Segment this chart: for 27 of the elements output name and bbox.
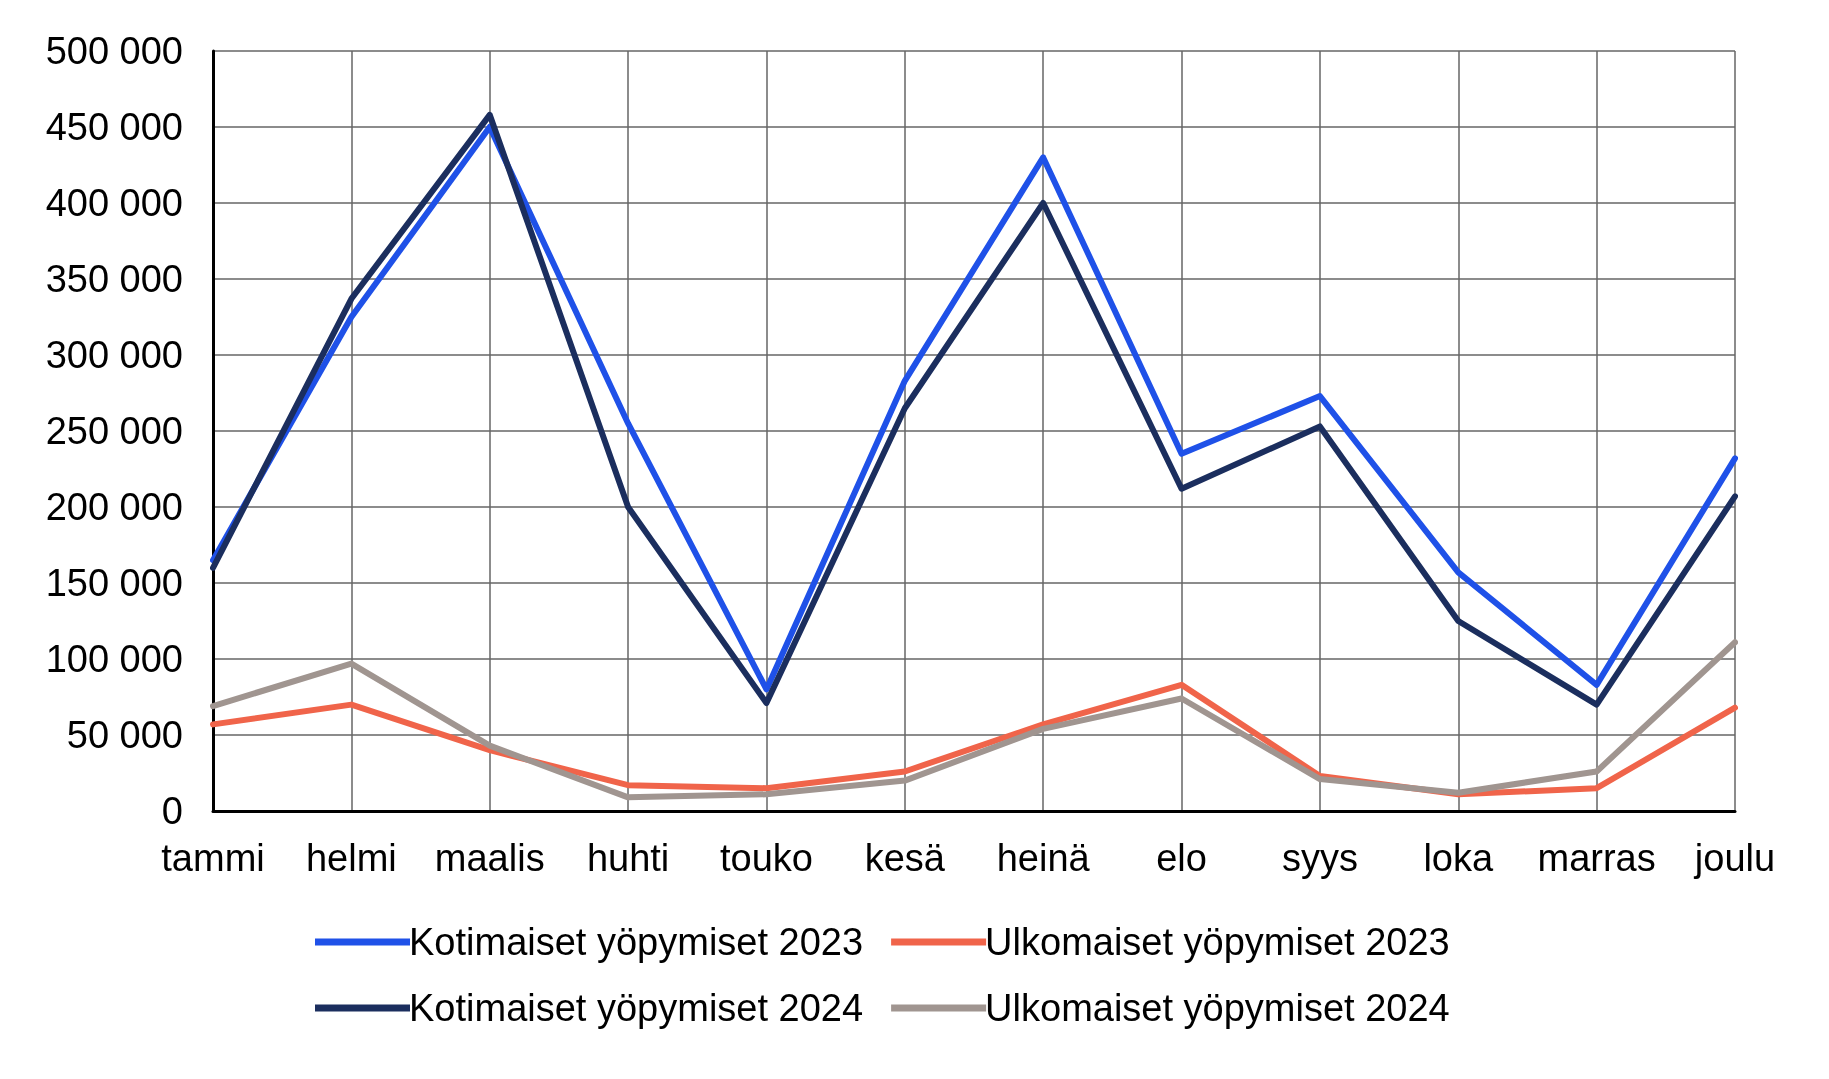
x-tick-label: syys: [1281, 837, 1358, 879]
y-tick-label: 300 000: [45, 334, 183, 376]
y-tick-label: 150 000: [45, 562, 183, 604]
x-tick-label: huhti: [586, 837, 670, 879]
y-tick-label: 50 000: [66, 714, 183, 756]
legend-label: Kotimaiset yöpymiset 2023: [409, 921, 864, 963]
x-tick-label: heinä: [996, 837, 1091, 879]
y-tick-label: 250 000: [45, 410, 183, 452]
x-tick-label: joulu: [1693, 837, 1776, 879]
x-tick-label: elo: [1156, 837, 1207, 879]
x-tick-label: marras: [1537, 837, 1656, 879]
y-tick-label: 450 000: [45, 106, 183, 148]
x-tick-label: touko: [719, 837, 813, 879]
x-tick-label: loka: [1423, 837, 1494, 879]
y-tick-label: 500 000: [45, 30, 183, 72]
x-tick-label: maalis: [434, 837, 545, 879]
x-tick-label: tammi: [161, 837, 265, 879]
legend-label: Kotimaiset yöpymiset 2024: [409, 987, 864, 1029]
legend-label: Ulkomaiset yöpymiset 2023: [985, 921, 1450, 963]
x-tick-label: kesä: [864, 837, 946, 879]
y-tick-label: 400 000: [45, 182, 183, 224]
legend-label: Ulkomaiset yöpymiset 2024: [985, 987, 1450, 1029]
y-tick-label: 100 000: [45, 638, 183, 680]
y-tick-label: 0: [161, 790, 183, 832]
y-tick-label: 200 000: [45, 486, 183, 528]
y-tick-label: 350 000: [45, 258, 183, 300]
x-tick-label: helmi: [305, 837, 397, 879]
